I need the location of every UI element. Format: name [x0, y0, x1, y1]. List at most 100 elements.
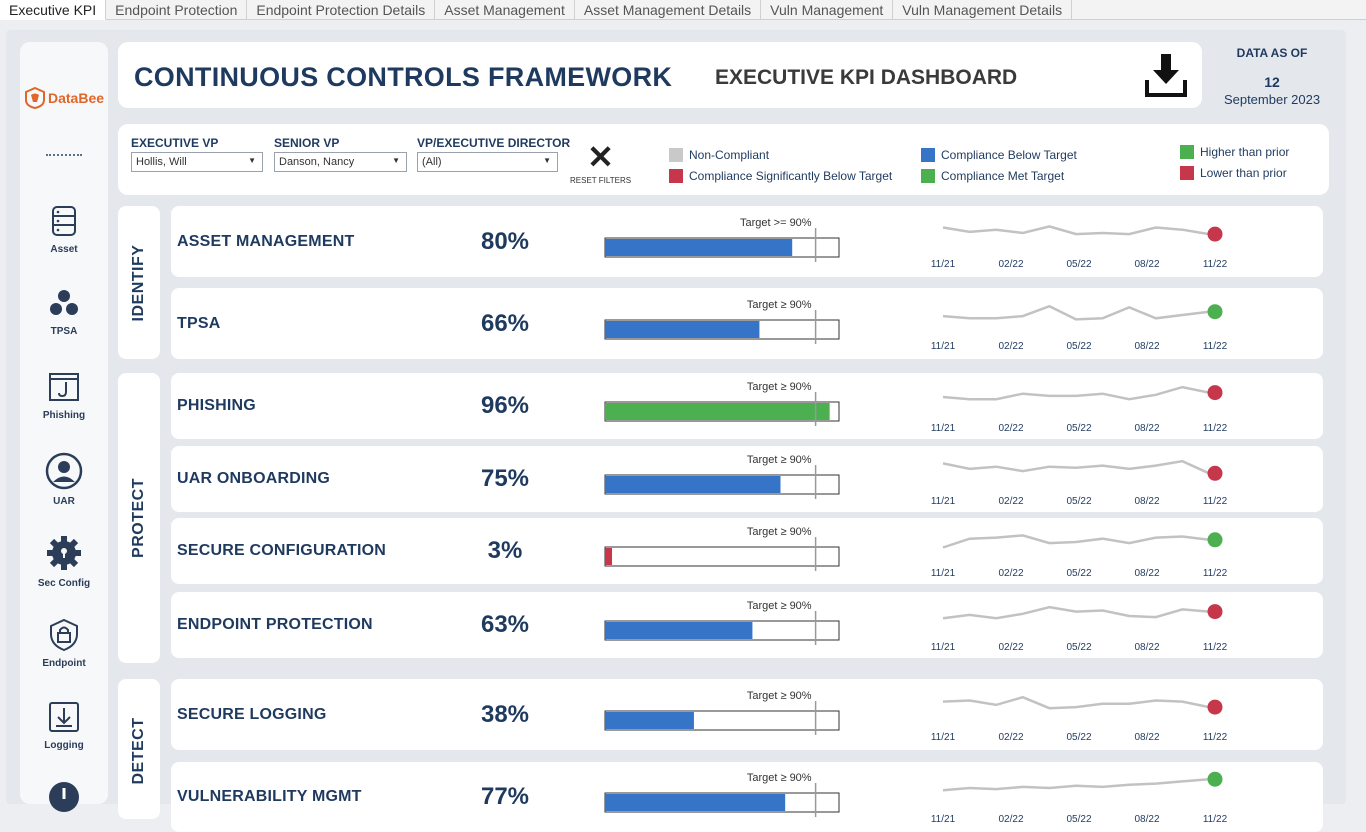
legend-item: Compliance Met Target [921, 165, 1077, 186]
kpi-row-tpsa[interactable]: TPSA 66% Target ≥ 90% 11/21 02/22 05/22 08/22 1… [171, 288, 1323, 359]
bar-fill [605, 238, 793, 256]
nav-label-sec-config: Sec Config [37, 578, 91, 589]
tab-vuln-management[interactable]: Vuln Management [761, 0, 894, 20]
filter-label: EXECUTIVE VP [131, 136, 219, 150]
vp-exec-director-select[interactable]: (All) ▼ [417, 152, 558, 172]
left-nav: DataBee Asset TPSA Phishing UAR [20, 42, 108, 812]
tab-endpoint-protection[interactable]: Endpoint Protection [106, 0, 248, 20]
group-protect: PROTECT [118, 373, 160, 663]
sparkline-tick: 02/22 [998, 642, 1023, 653]
trend-sparkline[interactable]: 11/21 02/22 05/22 08/22 11/22 [927, 769, 1247, 829]
nav-item-uar[interactable]: UAR [20, 452, 108, 507]
sparkline-path [942, 605, 1210, 620]
compliance-bar-chart[interactable]: Target ≥ 90% [591, 294, 861, 344]
bar-fill [605, 548, 613, 565]
filter-vp-exec-director: VP/EXECUTIVE DIRECTOR (All) ▼ [417, 136, 570, 172]
kpi-percent: 80% [480, 227, 530, 255]
trend-sparkline[interactable]: 11/21 02/22 05/22 08/22 11/22 [927, 523, 1247, 583]
sparkline-tick: 11/21 [931, 341, 956, 352]
reset-filters-label: RESET FILTERS [570, 176, 632, 185]
filters-card: EXECUTIVE VP Hollis, Will ▼ SENIOR VP Da… [118, 124, 1329, 195]
sparkline-tick: 08/22 [1134, 259, 1159, 270]
senior-vp-select[interactable]: Danson, Nancy ▼ [274, 152, 407, 172]
sparkline-tick: 11/21 [931, 568, 956, 579]
bar-track [604, 546, 840, 567]
hook-icon [49, 373, 79, 401]
chevron-down-icon: ▼ [248, 156, 256, 165]
people-icon [50, 290, 78, 315]
legend-item: Compliance Significantly Below Target [669, 165, 892, 186]
kpi-row-secure-configuration[interactable]: SECURE CONFIGURATION 3% Target ≥ 90% 11/21 0… [171, 518, 1323, 584]
data-as-of: DATA AS OF 12 September 2023 [1210, 46, 1334, 107]
compliance-bar-chart[interactable]: Target ≥ 90% [591, 449, 861, 499]
databee-logo[interactable]: DataBee [24, 84, 108, 112]
nav-item-sec-config[interactable]: Sec Config [20, 534, 108, 589]
database-icon [52, 206, 76, 236]
trend-sparkline[interactable]: 11/21 02/22 05/22 08/22 11/22 [927, 214, 1247, 274]
nav-item-logging[interactable]: Logging [20, 700, 108, 751]
target-label: Target ≥ 90% [747, 454, 812, 466]
sparkline-tick: 05/22 [1066, 642, 1091, 653]
kpi-name: UAR ONBOARDING [177, 470, 331, 487]
trend-sparkline[interactable]: 11/21 02/22 05/22 08/22 11/22 [927, 296, 1247, 356]
trend-sparkline[interactable]: 11/21 02/22 05/22 08/22 11/22 [927, 378, 1247, 438]
nav-item-tpsa[interactable]: TPSA [20, 286, 108, 337]
compliance-bar-chart[interactable]: Target ≥ 90% [591, 685, 861, 735]
tab-asset-management[interactable]: Asset Management [435, 0, 575, 20]
sparkline-tick: 11/21 [931, 259, 956, 270]
tab-executive-kpi[interactable]: Executive KPI [0, 0, 107, 20]
nav-item-asset[interactable]: Asset [20, 204, 108, 255]
target-label: Target ≥ 90% [747, 526, 812, 538]
sparkline-tick: 11/22 [1203, 496, 1228, 507]
compliance-bar-chart[interactable]: Target ≥ 90% [591, 521, 861, 571]
sparkline-tick: 05/22 [1066, 423, 1091, 434]
kpi-row-secure-logging[interactable]: SECURE LOGGING 38% Target ≥ 90% 11/21 02/22 0… [171, 679, 1323, 750]
tab-endpoint-protection-details[interactable]: Endpoint Protection Details [247, 0, 436, 20]
sparkline-path [942, 534, 1210, 549]
nav-item-phishing[interactable]: Phishing [20, 370, 108, 421]
trend-sparkline[interactable]: 11/21 02/22 05/22 08/22 11/22 [927, 597, 1247, 657]
kpi-percent: 75% [480, 465, 530, 492]
databee-logo-icon [25, 87, 45, 109]
select-value: Danson, Nancy [279, 156, 355, 168]
page-title: CONTINUOUS CONTROLS FRAMEWORK [134, 62, 673, 92]
kpi-row-asset-management[interactable]: ASSET MANAGEMENT 80% Target >= 90% 11/21 02/… [171, 206, 1323, 277]
compliance-bar-chart[interactable]: Target ≥ 90% [591, 595, 861, 645]
compliance-bar-chart[interactable]: Target >= 90% [591, 212, 861, 262]
download-icon[interactable] [1144, 52, 1188, 98]
kpi-name: SECURE CONFIGURATION [177, 542, 387, 559]
data-as-of-label: DATA AS OF [1236, 46, 1308, 60]
kpi-row-vulnerability-mgmt[interactable]: VULNERABILITY MGMT 77% Target ≥ 90% 11/21 02… [171, 762, 1323, 832]
executive-vp-select[interactable]: Hollis, Will ▼ [131, 152, 263, 172]
legend-status-2: Compliance Below Target Compliance Met T… [921, 144, 1077, 186]
compliance-bar-chart[interactable]: Target ≥ 90% [591, 376, 861, 426]
sparkline-tick: 11/22 [1203, 341, 1228, 352]
trend-sparkline[interactable]: 11/21 02/22 05/22 08/22 11/22 [927, 451, 1247, 511]
legend-swatch [669, 168, 683, 183]
kpi-row-endpoint-protection[interactable]: ENDPOINT PROTECTION 63% Target ≥ 90% 11/21 0… [171, 592, 1323, 658]
legend-item: Compliance Below Target [921, 144, 1077, 165]
kpi-row-uar-onboarding[interactable]: UAR ONBOARDING 75% Target ≥ 90% 11/21 02/22 0… [171, 446, 1323, 512]
trend-dot [1207, 385, 1223, 401]
sparkline-tick: 08/22 [1134, 568, 1159, 579]
kpi-name: SECURE LOGGING [177, 705, 327, 723]
trend-sparkline[interactable]: 11/21 02/22 05/22 08/22 11/22 [927, 687, 1247, 747]
sparkline-tick: 02/22 [998, 732, 1023, 743]
target-label: Target ≥ 90% [747, 381, 812, 393]
sparkline-tick: 11/21 [931, 732, 956, 743]
compliance-bar-chart[interactable]: Target ≥ 90% [591, 767, 861, 817]
tab-asset-management-details[interactable]: Asset Management Details [575, 0, 762, 20]
tab-vuln-management-details[interactable]: Vuln Management Details [893, 0, 1073, 20]
sparkline-tick: 05/22 [1066, 814, 1091, 825]
sparkline-tick: 11/22 [1203, 423, 1228, 434]
sparkline-path [942, 459, 1210, 475]
bar-fill [605, 320, 760, 338]
kpi-row-phishing[interactable]: PHISHING 96% Target ≥ 90% 11/21 02/22 05/22 08… [171, 373, 1323, 439]
kpi-name: ASSET MANAGEMENT [177, 232, 355, 250]
nav-item-vuln[interactable] [20, 780, 108, 814]
kpi-name: ENDPOINT PROTECTION [177, 616, 373, 633]
group-label-identify: IDENTIFY [130, 244, 147, 321]
filter-label: SENIOR VP [274, 136, 340, 150]
reset-filters-button[interactable]: ✕ RESET FILTERS [570, 141, 632, 185]
nav-item-endpoint[interactable]: Endpoint [20, 618, 108, 669]
